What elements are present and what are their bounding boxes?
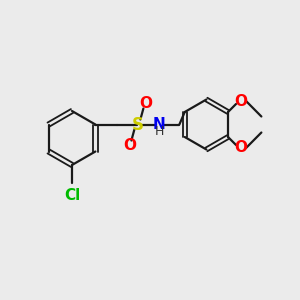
Text: O: O: [235, 140, 248, 155]
Text: H: H: [155, 125, 164, 138]
Text: N: N: [153, 117, 166, 132]
Text: O: O: [235, 94, 248, 109]
Text: S: S: [131, 116, 143, 134]
Text: Cl: Cl: [64, 188, 80, 203]
Text: O: O: [123, 138, 136, 153]
Text: O: O: [139, 96, 152, 111]
